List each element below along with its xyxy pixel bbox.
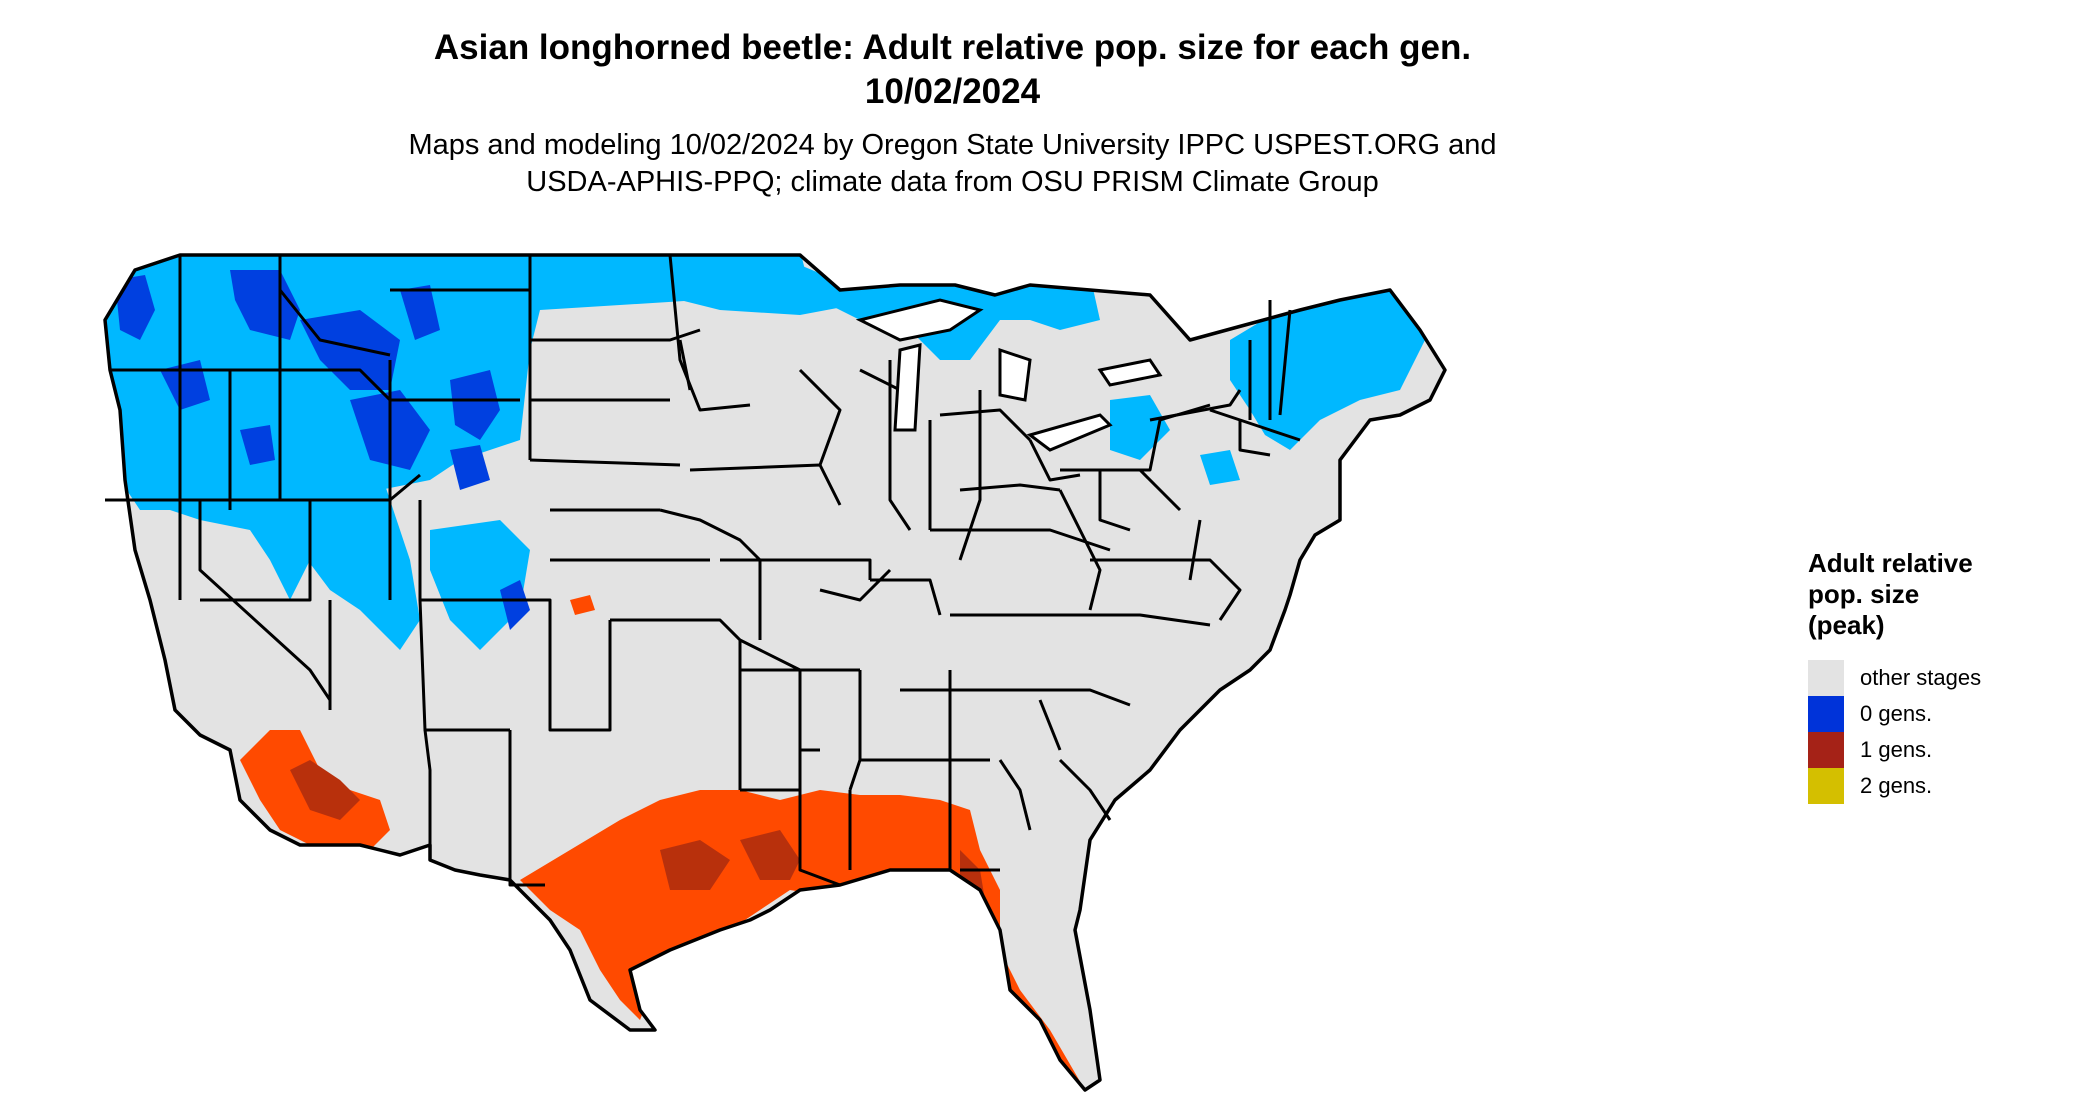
lake-ontario [1097,358,1163,387]
legend-swatch [1808,660,1844,696]
state-borders [105,254,1301,887]
zero-gen-area-dark [115,270,530,630]
legend-items: other stages 0 gens. 1 gens. 2 gens. [1808,660,1981,804]
map-subtitle-line2: USDA-APHIS-PPQ; climate data from OSU PR… [526,166,1379,198]
map-subtitle-line1: Maps and modeling 10/02/2024 by Oregon S… [408,129,1497,161]
lake-superior [855,298,984,342]
legend-label: 1 gens. [1860,737,1933,762]
great-lakes [855,298,1163,452]
legend-title: Adult relative pop. size (peak) [1808,548,1973,640]
zero-gen-area-light [105,255,1425,650]
us-map [103,253,1447,1092]
lake-michigan [893,343,922,432]
legend-swatch [1808,732,1844,768]
legend: Adult relative pop. size (peak) other st… [1808,548,1981,804]
legend-item: 2 gens. [1808,768,1981,804]
legend-label: 2 gens. [1860,773,1933,798]
map-title-date: 10/02/2024 [864,72,1041,111]
legend-item: 1 gens. [1808,732,1981,768]
legend-item: other stages [1808,660,1981,696]
lake-erie [1026,413,1113,452]
lake-huron [998,347,1032,402]
legend-label: other stages [1860,665,1982,690]
map-title-line1: Asian longhorned beetle: Adult relative … [433,28,1472,67]
legend-swatch [1808,768,1844,804]
legend-label: 0 gens. [1860,701,1933,726]
legend-swatch [1808,696,1844,732]
legend-item: 0 gens. [1808,696,1981,732]
generation-shading [105,255,1425,1090]
